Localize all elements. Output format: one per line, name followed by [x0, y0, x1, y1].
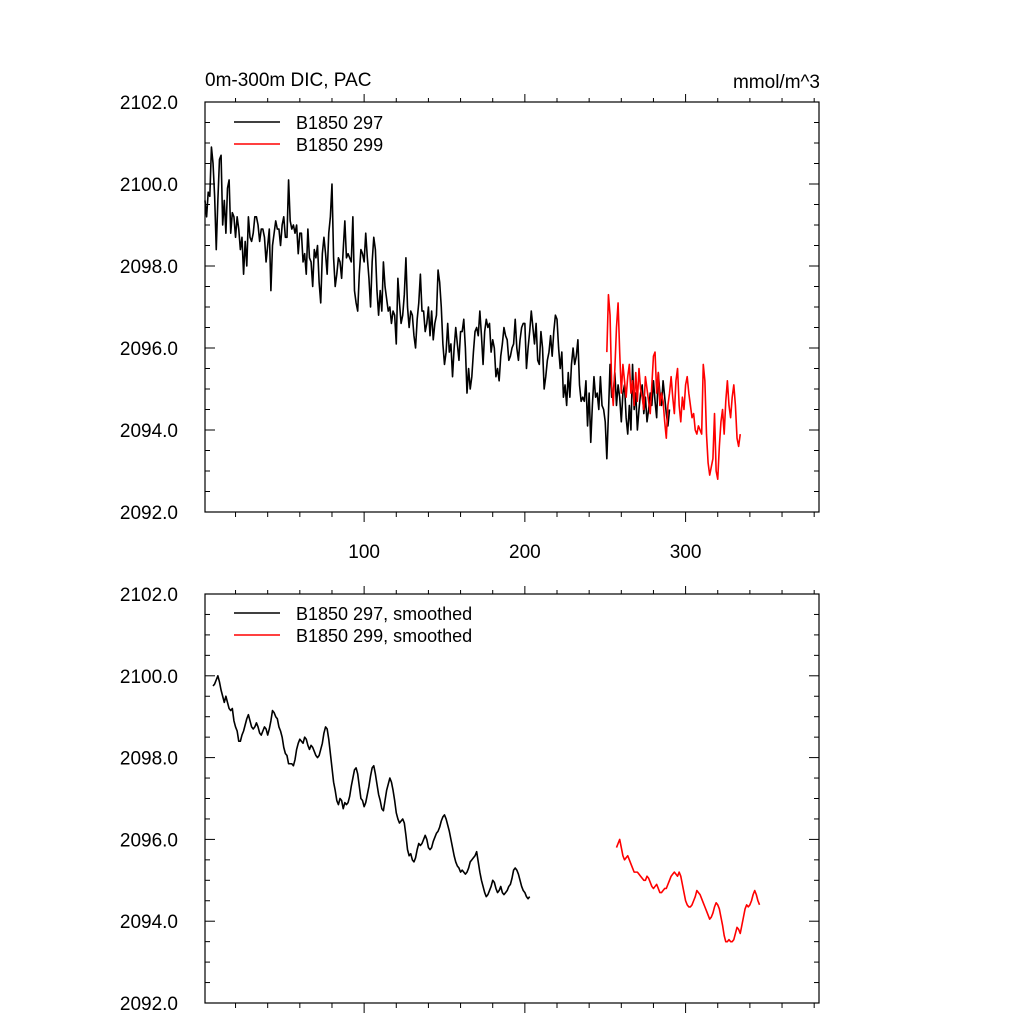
top-panel-ticks: [205, 94, 819, 522]
top-y-tick-label: 2100.0: [120, 175, 178, 196]
top-y-tick-label: 2098.0: [120, 257, 178, 278]
top-panel-legend: B1850 297 B1850 299: [234, 113, 383, 155]
bottom-panel-ticks: [205, 586, 819, 1013]
top-panel-frame: [204, 101, 820, 513]
bottom-y-tick-label: 2098.0: [120, 749, 178, 770]
top-y-tick-label: 2094.0: [120, 421, 178, 442]
legend-label-b1850-299-smoothed: B1850 299, smoothed: [296, 626, 472, 646]
bottom-y-tick-label: 2100.0: [120, 667, 178, 688]
top-x-tick-label: 300: [670, 542, 702, 563]
bottom-panel-frame: [204, 593, 820, 1004]
top-y-tick-label: 2102.0: [120, 93, 178, 114]
bottom-panel-series: [212, 675, 761, 943]
top-y-tick-label: 2092.0: [120, 503, 178, 524]
legend-label-b1850-297: B1850 297: [296, 113, 383, 133]
bottom-panel-legend: B1850 297, smoothed B1850 299, smoothed: [234, 604, 472, 646]
bottom-y-tick-label: 2094.0: [120, 912, 178, 933]
bottom-series-line-1: [615, 838, 761, 943]
top-series-line-0: [204, 146, 671, 460]
top-y-tick-label: 2096.0: [120, 339, 178, 360]
top-panel-title: 0m-300m DIC, PAC: [205, 70, 371, 91]
bottom-panel: 2092.0 2094.0 2096.0 2098.0 2100.0 2102.0 B18…: [120, 585, 820, 1015]
top-panel-units: mmol/m^3: [733, 72, 820, 93]
top-x-tick-label: 100: [348, 542, 380, 563]
bottom-series-line-0: [212, 675, 531, 900]
top-panel-axis-labels: 2092.0 2094.0 2096.0 2098.0 2100.0 2102.0 100 2…: [120, 93, 702, 563]
top-series-line-1: [606, 293, 742, 480]
bottom-y-tick-label: 2102.0: [120, 585, 178, 606]
top-x-tick-label: 200: [509, 542, 541, 563]
bottom-y-tick-label: 2092.0: [120, 994, 178, 1015]
bottom-y-tick-label: 2096.0: [120, 830, 178, 851]
bottom-panel-axis-labels: 2092.0 2094.0 2096.0 2098.0 2100.0 2102.0: [120, 585, 178, 1015]
legend-label-b1850-297-smoothed: B1850 297, smoothed: [296, 604, 472, 624]
top-panel-series: [204, 146, 742, 480]
top-panel: 0m-300m DIC, PAC mmol/m^3 2092.02094.020…: [120, 70, 820, 563]
legend-label-b1850-299: B1850 299: [296, 135, 383, 155]
